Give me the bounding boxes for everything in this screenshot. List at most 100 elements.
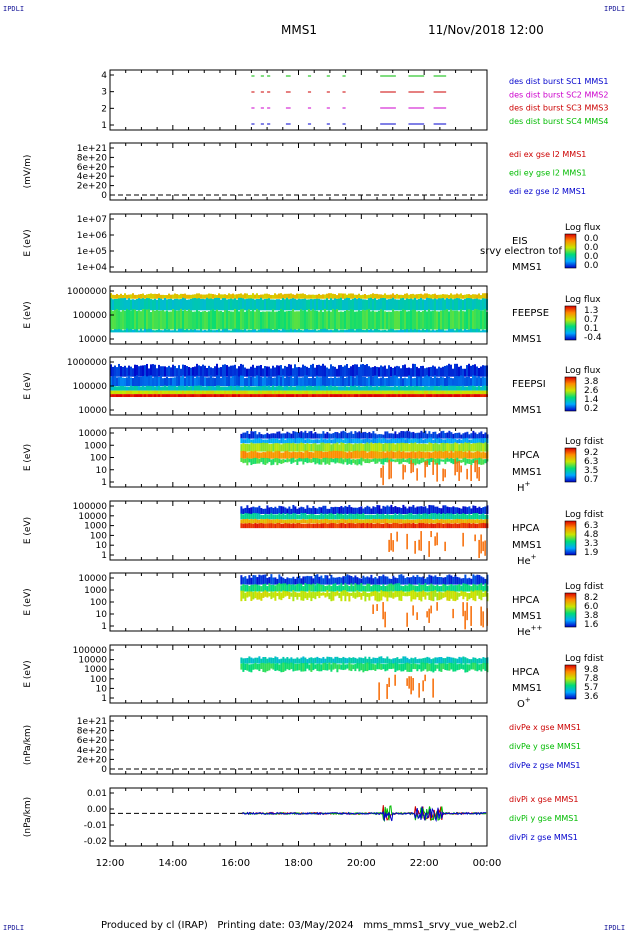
ytick-label: 1 [101,694,107,704]
spectrogram-hpca_he2 [240,574,489,630]
divpi-trace-2 [241,806,487,823]
colorbar [564,664,577,700]
time-tick-label: 18:00 [284,858,313,869]
ytick-label: 10000 [78,406,107,416]
ytick-label: 100000 [73,311,108,321]
ytick-label: 100 [90,531,107,541]
corner-label-top-left: IPDLI [3,5,25,13]
header-datetime: 11/Nov/2018 12:00 [428,23,544,37]
colorbar-tick-label: 0.7 [584,475,598,485]
ytick-label: 8e+20 [77,153,108,163]
ytick-label: -0.01 [84,821,107,831]
y-axis-label: E (eV) [23,444,33,471]
panel-frame-divpe [109,715,488,775]
spacecraft-label: MMS1 [512,334,542,345]
spectrogram-hpca_h [240,430,489,486]
species-label: He+ [517,553,537,567]
ytick-label: 100000 [73,646,108,656]
ytick-label: 10 [96,466,108,476]
colorbar-tick-label: 0.0 [584,234,599,244]
ytick-label: 1e+21 [77,717,107,727]
colorbar-tick-label: 0.0 [584,243,599,253]
ytick-label: 1e+04 [77,263,108,273]
colorbar-tick-label: 4.8 [584,530,599,540]
ytick-label: 2e+20 [77,182,108,192]
colorbar-tick-label: 6.0 [584,602,599,612]
legend-entry: divPe y gse MMS1 [509,742,581,751]
panel-frame-eis [109,213,488,273]
y-axis-label: E (eV) [23,517,33,544]
ytick-label: 10000 [78,574,107,584]
y-axis-label: (nPa/km) [23,797,33,837]
legend-entry: des dist burst SC2 MMS2 [509,90,608,99]
colorbar-tick-label: 1.9 [584,548,599,558]
ytick-label: 1000 [84,441,107,451]
ytick-label: 100 [90,454,107,464]
colorbar-tick-label: 0.0 [584,252,599,262]
spacecraft-label: MMS1 [512,540,542,551]
time-tick-label: 16:00 [221,858,250,869]
ytick-label: 100000 [73,502,108,512]
spectrogram-hpca_o [240,656,489,701]
ytick-label: 1 [101,622,107,632]
legend-entry: divPi y gse MMS1 [509,814,578,823]
ytick-label: 1000 [84,665,107,675]
colorbar-title: Log flux [565,366,601,376]
time-tick-label: 14:00 [158,858,187,869]
colorbar [564,520,577,556]
ytick-label: 10000 [78,656,107,666]
ytick-label: -0.02 [84,837,107,847]
ytick-label: 0.00 [87,805,107,815]
ytick-label: 10000 [78,512,107,522]
ytick-label: 10 [96,610,108,620]
colorbar-tick-label: -0.4 [584,333,602,343]
species-label: O+ [517,696,531,710]
panel-frame-hpca_o [109,644,488,704]
instrument-label: FEEPSE [512,308,549,319]
panel-frame-burst [109,69,488,131]
instrument-label: HPCA [512,667,540,678]
colorbar-title: Log fdist [565,510,604,520]
ytick-label: 10000 [78,429,107,439]
spectrogram-hpca_he [240,504,489,559]
ytick-label: 1000000 [67,358,107,368]
corner-label-bottom-right: IPDLI [604,924,626,932]
colorbar-tick-label: 9.2 [584,448,598,458]
instrument-detail-label: srvy electron tof [480,246,562,257]
colorbar-tick-label: 3.5 [584,466,598,476]
ytick-label: 1e+05 [77,247,107,257]
legend-entry: des dist burst SC1 MMS1 [509,77,608,86]
ytick-label: 10000 [78,335,107,345]
instrument-label: FEEPSI [512,379,546,390]
y-axis-label: E (eV) [23,301,33,328]
colorbar-tick-label: 8.2 [584,593,598,603]
colorbar-tick-label: 1.4 [584,395,599,405]
colorbar-tick-label: 9.8 [584,665,599,675]
spacecraft-label: MMS1 [512,683,542,694]
colorbar-tick-label: 2.6 [584,386,599,396]
ytick-label: 0.01 [87,789,107,799]
colorbar-tick-label: 6.3 [584,457,598,467]
colorbar-tick-label: 5.7 [584,683,598,693]
colorbar [564,305,577,341]
ytick-label: 1e+07 [77,215,107,225]
colorbar-tick-label: 3.3 [584,539,598,549]
y-axis-label: (nPa/km) [23,725,33,765]
colorbar-tick-label: 3.8 [584,377,599,387]
instrument-label: HPCA [512,523,540,534]
species-label: H+ [517,480,531,494]
colorbar-tick-label: 3.8 [584,611,599,621]
colorbar-title: Log flux [565,223,601,233]
colorbar-tick-label: 3.6 [584,692,599,702]
colorbar [564,376,577,412]
ytick-label: 4e+20 [77,172,108,182]
colorbar-tick-label: 6.3 [584,521,598,531]
instrument-label: EIS [512,236,528,247]
ytick-label: 8e+20 [77,727,108,737]
colorbar-title: Log fdist [565,582,604,592]
legend-entry: edi ey gse l2 MMS1 [509,169,587,178]
ytick-label: 1000000 [67,287,107,297]
ytick-label: 2 [101,104,107,114]
ytick-label: 1000 [84,586,107,596]
